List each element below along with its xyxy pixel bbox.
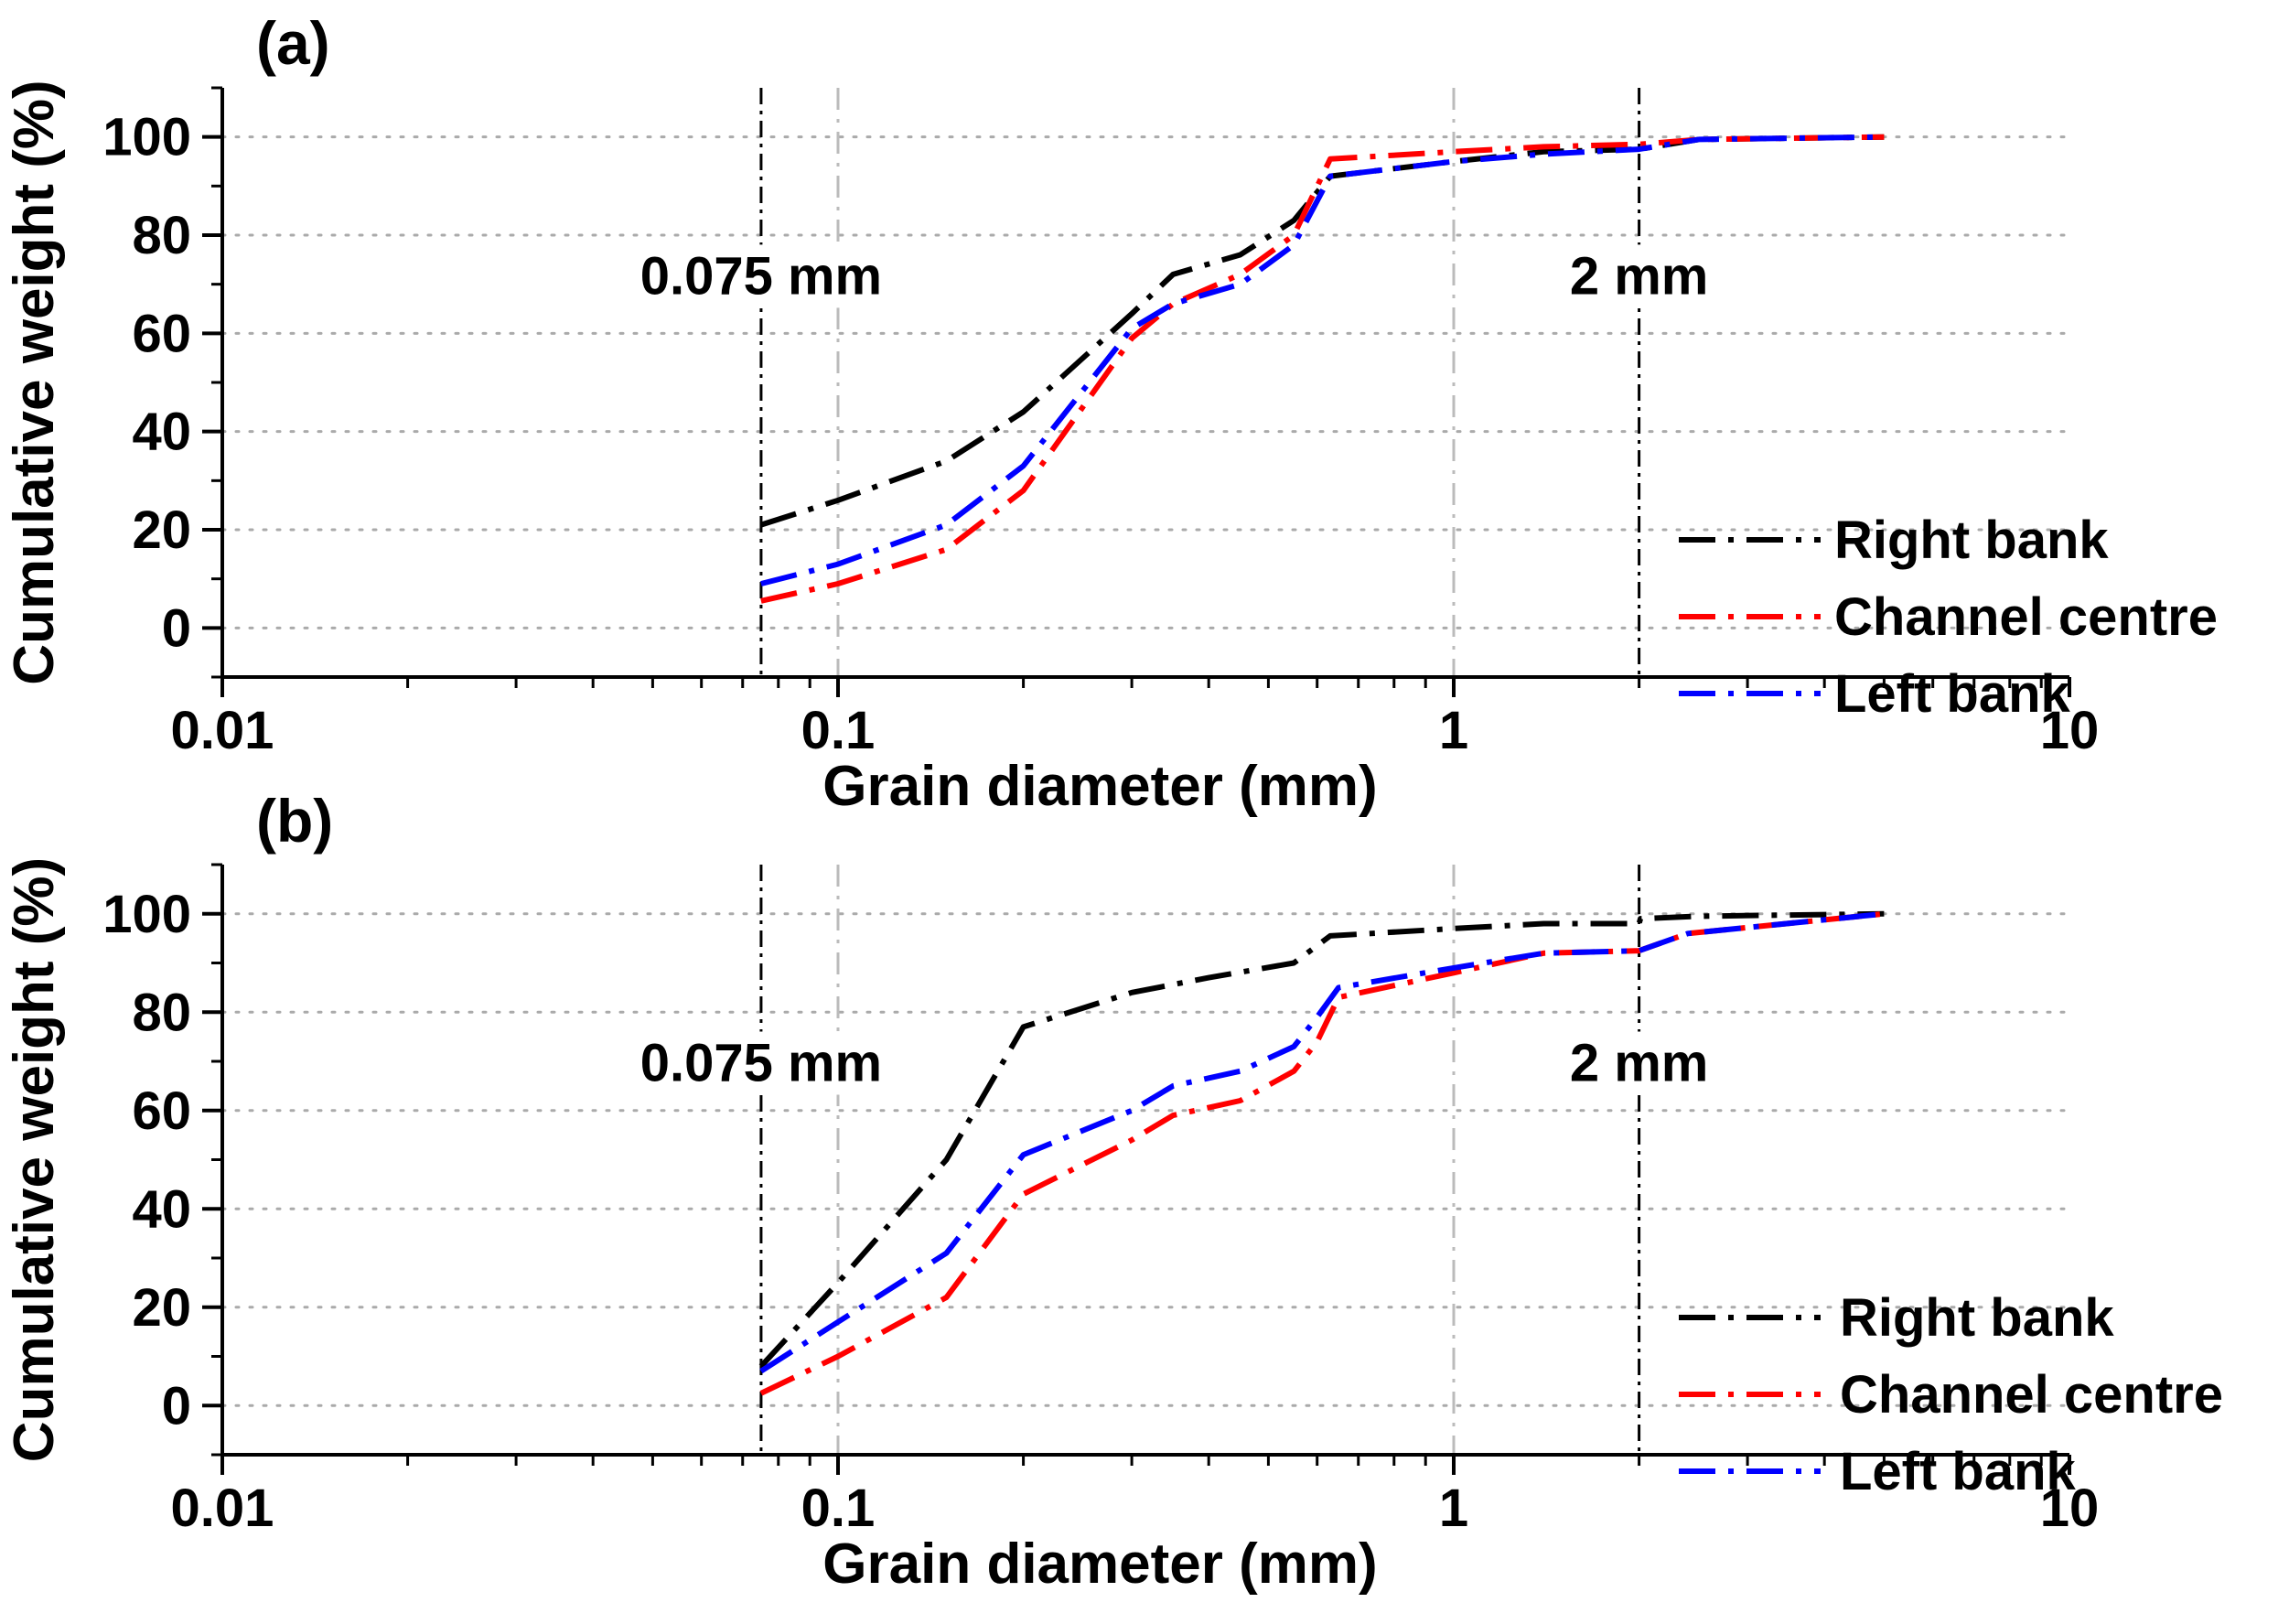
- y-tick-label: 60: [132, 304, 191, 363]
- y-tick-label: 0: [162, 598, 191, 658]
- x-axis-title: Grain diameter (mm): [822, 755, 1377, 818]
- x-tick-label: 1: [1439, 1479, 1468, 1538]
- x-tick-label: 10: [2040, 1479, 2100, 1538]
- y-tick-label: 100: [102, 885, 191, 944]
- legend-label-left-bank: Left bank: [1840, 1442, 2077, 1501]
- reference-label-background: [1564, 244, 1714, 308]
- series-line-left-bank: [759, 910, 1885, 1374]
- panel-label: (b): [256, 787, 333, 855]
- legend: Right bank Channel centre Left bank: [1679, 1288, 2223, 1501]
- y-tick-label: 40: [132, 1179, 191, 1239]
- panel-a: (a) 0.075 mm 2 mm 0 20 40 60 80 100 0.01 0.1 1 10 Gra…: [3, 9, 2218, 818]
- x-tick-label: 0.01: [171, 701, 274, 760]
- x-tick-label: 0.01: [171, 1479, 274, 1538]
- y-axis-title: Cumulative weight (%): [3, 857, 66, 1462]
- reference-label-2-mm: 2 mm: [1570, 246, 1709, 306]
- reference-label-background: [1564, 1031, 1714, 1095]
- series-line-channel-centre: [759, 910, 1885, 1396]
- legend-label-right-bank: Right bank: [1834, 511, 2109, 570]
- x-tick-label: 10: [2040, 701, 2100, 760]
- x-tick-label: 0.1: [801, 1479, 876, 1538]
- y-tick-label: 0: [162, 1376, 191, 1436]
- y-axis-title: Cumulative weight (%): [3, 80, 66, 684]
- y-tick-label: 40: [132, 403, 191, 462]
- reference-label-2-mm: 2 mm: [1570, 1034, 1709, 1093]
- legend-label-left-bank: Left bank: [1834, 664, 2071, 724]
- legend-label-channel-centre: Channel centre: [1834, 587, 2218, 647]
- y-tick-label: 20: [132, 1278, 191, 1338]
- y-tick-label: 80: [132, 983, 191, 1042]
- x-axis-title: Grain diameter (mm): [822, 1533, 1377, 1596]
- reference-label-background: [634, 244, 888, 308]
- reference-label-background: [634, 1031, 888, 1095]
- panel-label: (a): [256, 9, 330, 77]
- legend: Right bank Channel centre Left bank: [1679, 511, 2218, 724]
- legend-label-channel-centre: Channel centre: [1840, 1365, 2223, 1425]
- y-tick-label: 80: [132, 206, 191, 265]
- series-line-channel-centre: [760, 134, 1885, 604]
- legend-label-right-bank: Right bank: [1840, 1288, 2114, 1348]
- series-line-right-bank: [758, 910, 1885, 1369]
- y-tick-label: 100: [102, 108, 191, 167]
- x-tick-label: 0.1: [801, 701, 876, 760]
- y-tick-label: 20: [132, 500, 191, 560]
- series-line-left-bank: [760, 134, 1885, 586]
- reference-label-0-075-mm: 0.075 mm: [640, 1034, 882, 1093]
- reference-label-0-075-mm: 0.075 mm: [640, 246, 882, 306]
- y-tick-label: 60: [132, 1081, 191, 1141]
- panel-b: (b) 0.075 mm 2 mm 0 20 40 60 80 100 0.01 0.1 1 10 Gra…: [3, 787, 2223, 1596]
- x-tick-label: 1: [1439, 701, 1468, 760]
